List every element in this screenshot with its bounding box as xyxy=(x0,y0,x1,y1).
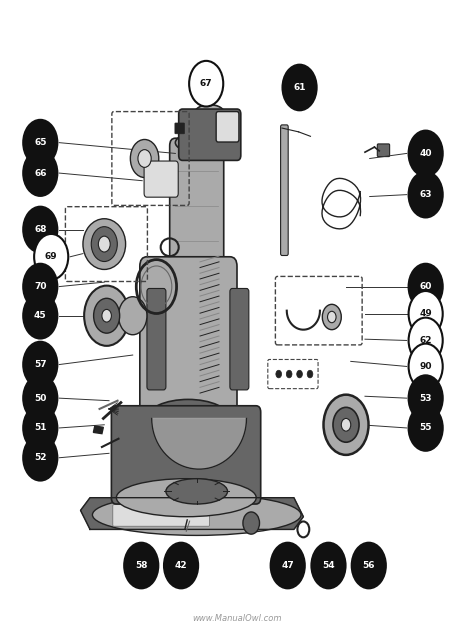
Polygon shape xyxy=(152,418,246,469)
Circle shape xyxy=(23,342,57,387)
FancyBboxPatch shape xyxy=(179,109,241,160)
Ellipse shape xyxy=(286,370,292,378)
Ellipse shape xyxy=(175,264,218,283)
Ellipse shape xyxy=(84,285,129,346)
FancyBboxPatch shape xyxy=(140,257,237,428)
Circle shape xyxy=(23,293,57,339)
Text: 47: 47 xyxy=(282,561,294,570)
FancyBboxPatch shape xyxy=(377,144,390,157)
Circle shape xyxy=(23,150,57,196)
FancyBboxPatch shape xyxy=(196,118,223,500)
Circle shape xyxy=(409,291,443,337)
Text: 54: 54 xyxy=(322,561,335,570)
Ellipse shape xyxy=(118,297,147,335)
Circle shape xyxy=(23,207,57,252)
Circle shape xyxy=(409,405,443,451)
Ellipse shape xyxy=(175,133,218,152)
Text: 45: 45 xyxy=(34,311,46,320)
FancyBboxPatch shape xyxy=(286,93,299,102)
Circle shape xyxy=(352,543,386,588)
Circle shape xyxy=(34,234,68,280)
Text: 49: 49 xyxy=(419,309,432,318)
Circle shape xyxy=(283,65,317,110)
Text: 57: 57 xyxy=(34,360,46,369)
Circle shape xyxy=(23,375,57,421)
Text: 65: 65 xyxy=(34,138,46,147)
Ellipse shape xyxy=(243,512,259,534)
Ellipse shape xyxy=(276,370,282,378)
Ellipse shape xyxy=(307,370,313,378)
Ellipse shape xyxy=(102,309,111,322)
Ellipse shape xyxy=(147,399,229,437)
Ellipse shape xyxy=(92,495,301,535)
Text: 66: 66 xyxy=(34,169,46,178)
Circle shape xyxy=(311,543,346,588)
FancyBboxPatch shape xyxy=(147,288,166,390)
FancyBboxPatch shape xyxy=(111,406,261,504)
Text: 50: 50 xyxy=(34,394,46,403)
Text: 55: 55 xyxy=(419,424,432,432)
Text: 61: 61 xyxy=(293,83,306,92)
Text: 58: 58 xyxy=(135,561,147,570)
Circle shape xyxy=(23,120,57,165)
Circle shape xyxy=(189,61,223,107)
Ellipse shape xyxy=(83,219,126,269)
Ellipse shape xyxy=(91,226,117,262)
Circle shape xyxy=(409,318,443,363)
Text: 90: 90 xyxy=(419,362,432,371)
Circle shape xyxy=(409,344,443,389)
Text: 62: 62 xyxy=(419,336,432,345)
Ellipse shape xyxy=(117,479,256,517)
Circle shape xyxy=(164,543,198,588)
FancyBboxPatch shape xyxy=(170,138,224,280)
Text: 69: 69 xyxy=(45,252,57,261)
Text: 42: 42 xyxy=(175,561,187,570)
Ellipse shape xyxy=(166,479,228,504)
FancyBboxPatch shape xyxy=(175,123,184,134)
Text: 68: 68 xyxy=(34,225,46,234)
Circle shape xyxy=(23,435,57,481)
Circle shape xyxy=(23,405,57,451)
FancyBboxPatch shape xyxy=(230,288,249,390)
Circle shape xyxy=(124,543,158,588)
Text: www.ManualOwl.com: www.ManualOwl.com xyxy=(192,614,282,623)
Text: 63: 63 xyxy=(419,190,432,199)
Ellipse shape xyxy=(333,408,359,443)
Circle shape xyxy=(409,131,443,176)
Ellipse shape xyxy=(200,111,219,124)
Text: 60: 60 xyxy=(419,282,432,291)
Ellipse shape xyxy=(322,304,341,330)
Ellipse shape xyxy=(130,139,159,178)
Ellipse shape xyxy=(138,150,151,167)
Ellipse shape xyxy=(328,311,336,323)
Ellipse shape xyxy=(341,418,351,431)
Text: 70: 70 xyxy=(34,282,46,291)
Text: 56: 56 xyxy=(363,561,375,570)
Ellipse shape xyxy=(94,298,119,333)
Polygon shape xyxy=(81,498,303,529)
Text: 51: 51 xyxy=(34,424,46,432)
FancyBboxPatch shape xyxy=(281,125,288,256)
Circle shape xyxy=(23,264,57,309)
Text: 67: 67 xyxy=(200,79,212,88)
Ellipse shape xyxy=(323,394,368,455)
FancyBboxPatch shape xyxy=(113,505,210,526)
Ellipse shape xyxy=(297,370,302,378)
Polygon shape xyxy=(93,426,103,434)
FancyBboxPatch shape xyxy=(144,161,178,197)
Circle shape xyxy=(409,264,443,309)
Ellipse shape xyxy=(99,236,110,252)
Text: 40: 40 xyxy=(419,149,432,158)
Circle shape xyxy=(409,172,443,217)
FancyBboxPatch shape xyxy=(216,112,239,142)
Text: 52: 52 xyxy=(34,453,46,462)
Circle shape xyxy=(271,543,305,588)
Text: 53: 53 xyxy=(419,394,432,403)
Ellipse shape xyxy=(194,105,225,124)
Circle shape xyxy=(409,375,443,421)
